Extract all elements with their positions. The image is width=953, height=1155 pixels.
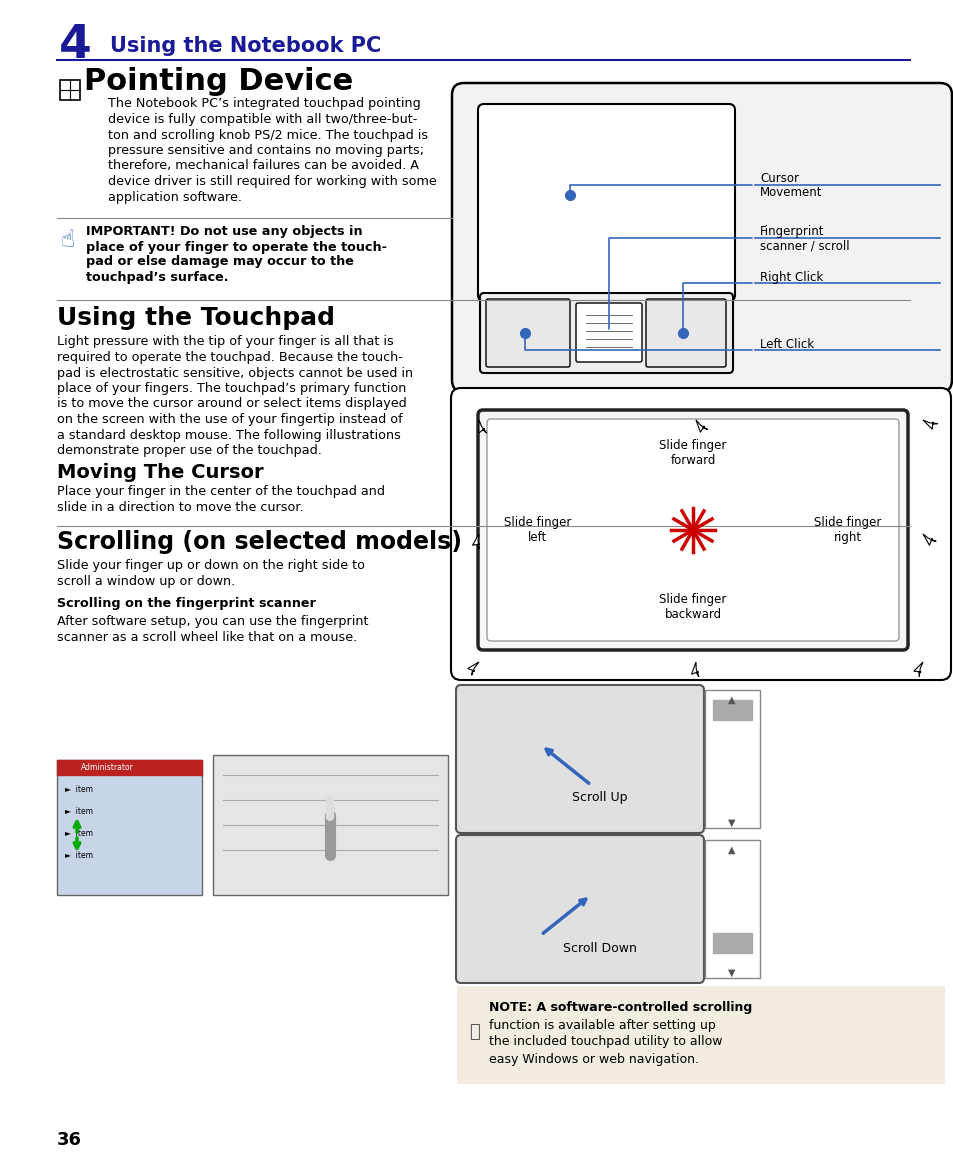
Bar	[712, 700, 751, 720]
Text: After software setup, you can use the fingerprint: After software setup, you can use the fi…	[57, 616, 368, 628]
Text: Slide finger
forward: Slide finger forward	[659, 439, 726, 467]
Text: 4: 4	[58, 22, 91, 67]
Text: place of your finger to operate the touch-: place of your finger to operate the touc…	[86, 240, 387, 253]
Text: Slide your finger up or down on the right side to: Slide your finger up or down on the righ…	[57, 559, 365, 573]
Text: Left Click: Left Click	[760, 338, 813, 351]
Text: a standard desktop mouse. The following illustrations: a standard desktop mouse. The following …	[57, 429, 400, 441]
Text: NOTE: A software-controlled scrolling: NOTE: A software-controlled scrolling	[489, 1001, 752, 1014]
Text: slide in a direction to move the cursor.: slide in a direction to move the cursor.	[57, 501, 303, 514]
FancyBboxPatch shape	[576, 303, 641, 362]
Text: on the screen with the use of your fingertip instead of: on the screen with the use of your finge…	[57, 413, 402, 426]
Text: Administrator: Administrator	[80, 763, 133, 773]
FancyBboxPatch shape	[479, 293, 732, 373]
Text: The Notebook PC’s integrated touchpad pointing: The Notebook PC’s integrated touchpad po…	[108, 97, 420, 111]
Text: Fingerprint: Fingerprint	[760, 224, 823, 238]
Text: the included touchpad utility to allow: the included touchpad utility to allow	[489, 1036, 721, 1049]
FancyBboxPatch shape	[485, 299, 569, 367]
Text: Light pressure with the tip of your finger is all that is: Light pressure with the tip of your fing…	[57, 335, 394, 349]
Text: Using the Touchpad: Using the Touchpad	[57, 306, 335, 330]
Polygon shape	[696, 420, 707, 432]
Text: ►  item: ► item	[65, 785, 92, 795]
Text: ⎘: ⎘	[469, 1023, 480, 1041]
FancyBboxPatch shape	[477, 410, 907, 650]
Text: device is fully compatible with all two/three-but-: device is fully compatible with all two/…	[108, 113, 417, 126]
Text: demonstrate proper use of the touchpad.: demonstrate proper use of the touchpad.	[57, 444, 321, 457]
FancyBboxPatch shape	[60, 80, 80, 100]
Text: Scroll Down: Scroll Down	[562, 941, 637, 954]
Text: scroll a window up or down.: scroll a window up or down.	[57, 575, 235, 588]
Text: ▲: ▲	[727, 695, 735, 705]
Text: Right Click: Right Click	[760, 271, 822, 284]
Text: ▼: ▼	[727, 818, 735, 828]
Bar	[57, 760, 202, 775]
Text: therefore, mechanical failures can be avoided. A: therefore, mechanical failures can be av…	[108, 159, 418, 172]
Text: Movement: Movement	[760, 186, 821, 200]
FancyBboxPatch shape	[452, 83, 951, 392]
Text: function is available after setting up: function is available after setting up	[489, 1019, 715, 1031]
Bar	[712, 933, 751, 953]
FancyBboxPatch shape	[57, 760, 202, 895]
Text: Moving The Cursor: Moving The Cursor	[57, 462, 263, 482]
FancyBboxPatch shape	[704, 690, 760, 828]
Text: Slide finger
right: Slide finger right	[814, 516, 881, 544]
Text: ☝: ☝	[61, 228, 75, 252]
Text: scanner as a scroll wheel like that on a mouse.: scanner as a scroll wheel like that on a…	[57, 631, 356, 644]
Polygon shape	[913, 662, 923, 677]
FancyBboxPatch shape	[213, 755, 448, 895]
Text: place of your fingers. The touchpad’s primary function: place of your fingers. The touchpad’s pr…	[57, 382, 406, 395]
Text: ►  item: ► item	[65, 829, 92, 839]
Text: Slide finger
backward: Slide finger backward	[659, 593, 726, 621]
Text: Slide finger
left: Slide finger left	[504, 516, 571, 544]
Polygon shape	[472, 534, 479, 549]
Text: 36: 36	[57, 1131, 82, 1149]
Text: IMPORTANT! Do not use any objects in: IMPORTANT! Do not use any objects in	[86, 225, 362, 238]
Text: ▼: ▼	[727, 968, 735, 978]
FancyBboxPatch shape	[704, 840, 760, 978]
Text: Scrolling on the fingerprint scanner: Scrolling on the fingerprint scanner	[57, 597, 315, 611]
Text: required to operate the touchpad. Because the touch-: required to operate the touchpad. Becaus…	[57, 351, 402, 364]
FancyBboxPatch shape	[456, 986, 944, 1085]
Text: Scroll Up: Scroll Up	[572, 791, 627, 805]
Text: scanner / scroll: scanner / scroll	[760, 239, 849, 253]
Text: Pointing Device: Pointing Device	[84, 67, 353, 97]
Text: ►  item: ► item	[65, 851, 92, 860]
Text: Cursor: Cursor	[760, 171, 799, 185]
FancyBboxPatch shape	[645, 299, 725, 367]
Text: is to move the cursor around or select items displayed: is to move the cursor around or select i…	[57, 397, 406, 410]
Polygon shape	[467, 662, 478, 676]
Text: pad is electrostatic sensitive, objects cannot be used in: pad is electrostatic sensitive, objects …	[57, 366, 413, 380]
Text: ton and scrolling knob PS/2 mice. The touchpad is: ton and scrolling knob PS/2 mice. The to…	[108, 128, 428, 142]
Text: ►  item: ► item	[65, 807, 92, 817]
Polygon shape	[478, 420, 486, 433]
Text: ▲: ▲	[727, 845, 735, 855]
Text: easy Windows or web navigation.: easy Windows or web navigation.	[489, 1052, 699, 1066]
Text: pressure sensitive and contains no moving parts;: pressure sensitive and contains no movin…	[108, 144, 424, 157]
Text: device driver is still required for working with some: device driver is still required for work…	[108, 176, 436, 188]
Text: Scrolling (on selected models): Scrolling (on selected models)	[57, 530, 461, 554]
Polygon shape	[923, 534, 935, 545]
Text: Place your finger in the center of the touchpad and: Place your finger in the center of the t…	[57, 485, 385, 499]
FancyBboxPatch shape	[456, 835, 703, 983]
Text: touchpad’s surface.: touchpad’s surface.	[86, 270, 229, 283]
FancyBboxPatch shape	[456, 685, 703, 833]
Polygon shape	[691, 662, 699, 677]
Text: pad or else damage may occur to the: pad or else damage may occur to the	[86, 255, 354, 268]
FancyBboxPatch shape	[451, 388, 950, 680]
FancyBboxPatch shape	[486, 419, 898, 641]
Polygon shape	[923, 420, 937, 430]
Text: application software.: application software.	[108, 191, 242, 203]
Text: Using the Notebook PC: Using the Notebook PC	[110, 36, 381, 55]
FancyBboxPatch shape	[477, 104, 734, 301]
